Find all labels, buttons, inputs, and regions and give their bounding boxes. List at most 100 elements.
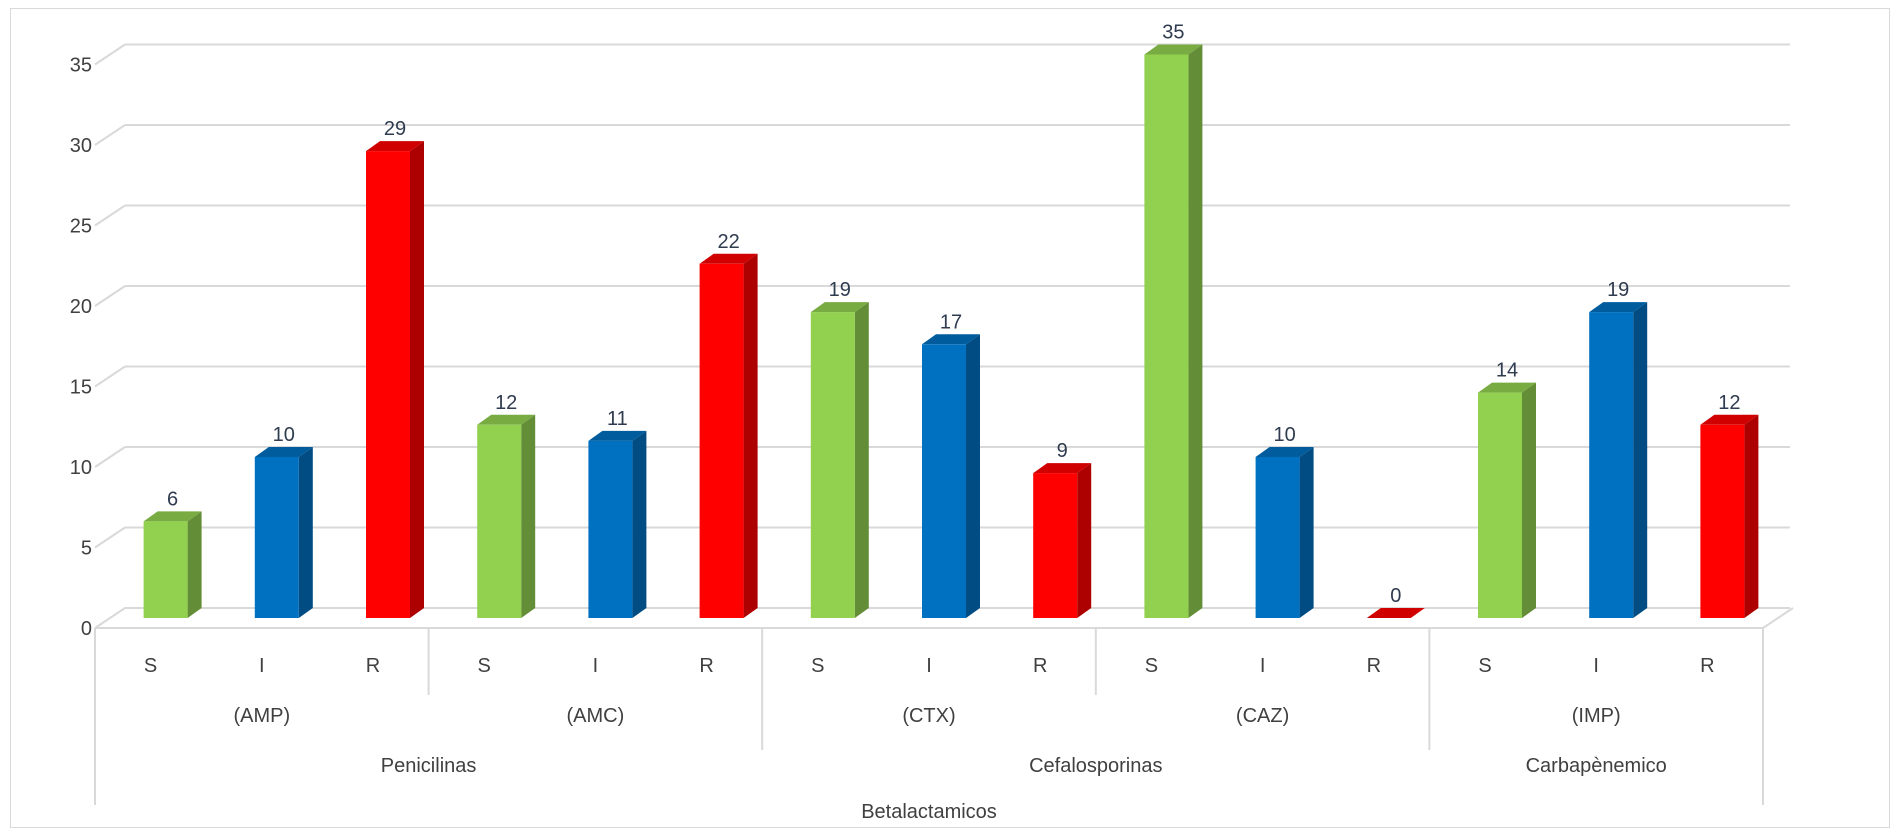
x-tick-label: I xyxy=(1260,655,1266,677)
bar-top xyxy=(810,302,869,313)
bar xyxy=(810,312,855,618)
data-label: 19 xyxy=(829,279,851,301)
x-tick-label: R xyxy=(699,655,713,677)
x-tick-label: S xyxy=(1145,655,1158,677)
bar xyxy=(588,440,633,618)
data-label: 35 xyxy=(1162,22,1184,44)
family-label: Carbapènemico xyxy=(1526,755,1667,777)
bar-side xyxy=(1299,447,1314,618)
x-tick-label: I xyxy=(926,655,932,677)
antibiotic-label: (CTX) xyxy=(902,705,955,727)
y-tick-label: 10 xyxy=(70,457,92,479)
y-tick-label: 35 xyxy=(70,55,92,77)
x-tick-label: R xyxy=(1367,655,1381,677)
x-tick-label: I xyxy=(259,655,265,677)
antibiotic-label: (AMC) xyxy=(567,705,625,727)
bar-side xyxy=(1744,414,1759,618)
x-tick-label: S xyxy=(144,655,157,677)
bar-side xyxy=(187,511,202,618)
bar-side xyxy=(966,334,980,618)
bar-side xyxy=(854,302,869,618)
bar-top xyxy=(699,253,758,264)
bar-top xyxy=(1366,608,1425,618)
y-tick-label: 30 xyxy=(70,135,92,157)
data-label: 14 xyxy=(1496,360,1518,382)
x-tick-label: S xyxy=(1478,655,1491,677)
y-tick-label: 20 xyxy=(70,296,92,318)
bar-top xyxy=(1144,44,1203,55)
gridline-depth xyxy=(94,285,126,307)
data-label: 9 xyxy=(1057,440,1068,462)
gridline-depth xyxy=(94,124,126,146)
bar xyxy=(922,344,966,618)
x-tick-label: R xyxy=(366,655,380,677)
gridline-depth xyxy=(94,526,126,549)
bar-top xyxy=(922,334,980,345)
data-label: 6 xyxy=(167,488,178,510)
bar xyxy=(1144,54,1189,618)
bar-top xyxy=(1589,302,1648,313)
bar-side xyxy=(1633,302,1648,618)
data-label: 10 xyxy=(273,424,295,446)
bar-top xyxy=(1255,447,1314,457)
group-label: Betalactamicos xyxy=(861,801,997,823)
data-label: 17 xyxy=(940,311,962,333)
data-label: 10 xyxy=(1273,424,1295,446)
bar xyxy=(1700,424,1745,618)
bar-side xyxy=(1077,463,1092,618)
gridline-depth xyxy=(94,43,126,66)
y-tick-label: 0 xyxy=(81,618,92,640)
floor-edge xyxy=(1762,607,1794,629)
x-tick-label: R xyxy=(1033,655,1047,677)
y-tick-label: 15 xyxy=(70,377,92,399)
bar xyxy=(366,151,410,618)
family-label: Penicilinas xyxy=(381,755,477,777)
bar xyxy=(1589,312,1634,618)
bar-top xyxy=(477,414,536,425)
bar-side xyxy=(521,414,536,618)
bar-side xyxy=(1522,382,1536,618)
data-label: 12 xyxy=(495,392,517,414)
bar-top xyxy=(1700,414,1759,425)
gridline-depth xyxy=(94,365,126,388)
data-label: 12 xyxy=(1718,392,1740,414)
x-tick-label: R xyxy=(1700,655,1714,677)
y-tick-label: 5 xyxy=(81,538,92,560)
bar-side xyxy=(1188,44,1203,618)
bar-top xyxy=(254,447,313,457)
x-tick-label: S xyxy=(811,655,824,677)
gridline-depth xyxy=(94,446,126,468)
bar xyxy=(477,424,522,618)
bar-top xyxy=(143,511,202,522)
bar-side xyxy=(632,430,647,618)
antibiotic-label: (CAZ) xyxy=(1236,705,1289,727)
antibiotic-label: (AMP) xyxy=(233,705,290,727)
gridline-depth xyxy=(94,607,126,629)
x-tick-label: S xyxy=(478,655,491,677)
bar xyxy=(1033,473,1078,618)
y-tick-label: 25 xyxy=(70,216,92,238)
bar-side xyxy=(410,141,424,618)
bar-side xyxy=(743,253,758,619)
data-label: 0 xyxy=(1390,585,1401,607)
data-label: 19 xyxy=(1607,279,1629,301)
data-label: 29 xyxy=(384,118,406,140)
bar-top xyxy=(366,141,424,152)
family-label: Cefalosporinas xyxy=(1029,755,1162,777)
antibiotic-label: (IMP) xyxy=(1572,705,1621,727)
bar-side xyxy=(298,447,313,618)
bar-top xyxy=(588,430,647,441)
bar xyxy=(699,263,744,618)
data-label: 11 xyxy=(607,408,628,430)
bar xyxy=(1255,457,1300,618)
data-label: 22 xyxy=(717,231,739,253)
x-tick-label: I xyxy=(1593,655,1599,677)
bar xyxy=(143,521,188,618)
bar xyxy=(1478,392,1522,618)
bar xyxy=(254,457,299,618)
bar-top xyxy=(1033,463,1092,474)
x-tick-label: I xyxy=(593,655,599,677)
gridline-depth xyxy=(94,204,126,227)
bar-top xyxy=(1478,382,1536,393)
